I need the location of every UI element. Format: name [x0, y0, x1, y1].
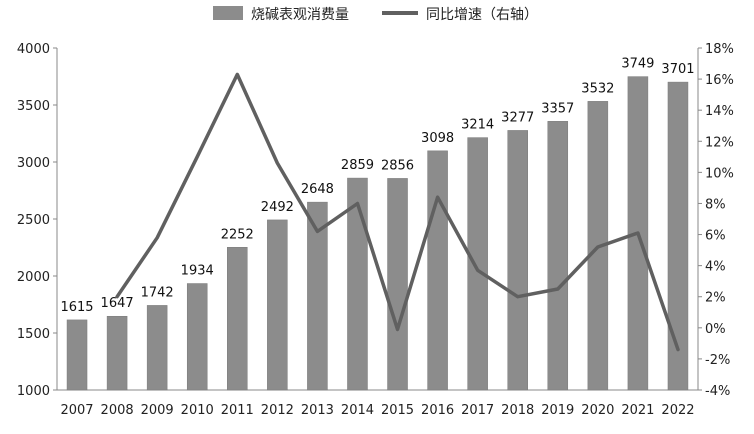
consumption-bar [547, 121, 569, 391]
consumption-bar [227, 247, 248, 391]
bar-value-label: 3277 [501, 110, 534, 125]
x-tick-label: 2010 [181, 403, 214, 418]
x-tick-label: 2017 [461, 403, 494, 418]
x-tick-label: 2014 [341, 403, 374, 418]
right-tick-label: 6% [705, 229, 726, 244]
left-tick-label: 3000 [17, 156, 50, 171]
x-tick-label: 2012 [261, 403, 294, 418]
legend-line-label: 同比增速（右轴） [426, 7, 538, 23]
bar-value-label: 2492 [261, 200, 294, 215]
bar-value-label: 3357 [541, 101, 574, 116]
right-tick-label: 10% [705, 166, 734, 181]
left-tick-label: 1000 [17, 384, 50, 399]
bar-value-label: 2859 [341, 158, 374, 173]
x-tick-label: 2015 [381, 403, 414, 418]
right-tick-label: 16% [705, 73, 734, 88]
growth-line-layer [115, 72, 680, 352]
legend-bar-swatch [213, 6, 243, 20]
right-tick-label: -2% [705, 353, 730, 368]
consumption-bar [347, 177, 368, 391]
consumption-bar [667, 81, 689, 391]
x-tick-label: 2019 [541, 403, 574, 418]
data-labels: 1615 1647 1742 1934 2252 2492 2648 2859 2856 3098… [60, 57, 694, 315]
bar-value-label: 3098 [421, 131, 454, 146]
consumption-bar [467, 137, 488, 391]
left-tick-label: 2000 [17, 270, 50, 285]
left-tick-label: 1500 [17, 327, 50, 342]
consumption-bar [66, 319, 88, 391]
x-tick-label: 2016 [421, 403, 454, 418]
x-tick-label: 2013 [301, 403, 334, 418]
left-tick-label: 3500 [17, 99, 50, 114]
consumption-bar [387, 178, 408, 391]
legend: 烧碱表观消费量 同比增速（右轴） [213, 6, 538, 23]
right-tick-label: 12% [705, 135, 734, 150]
consumption-bar [507, 130, 528, 391]
x-tick-label: 2022 [661, 403, 694, 418]
bar-value-label: 2252 [221, 227, 254, 242]
consumption-bar [427, 150, 448, 391]
x-tick-label: 2021 [621, 403, 654, 418]
left-tick-label: 2500 [17, 213, 50, 228]
consumption-bar [267, 219, 288, 391]
bar-value-label: 1647 [101, 296, 134, 311]
left-tick-label: 4000 [17, 42, 50, 57]
x-tick-label: 2020 [581, 403, 614, 418]
bar-value-label: 3749 [621, 57, 654, 72]
x-tick-label: 2011 [221, 403, 254, 418]
right-tick-label: 2% [705, 291, 726, 306]
bar-value-label: 2648 [301, 182, 334, 197]
growth-rate-line [115, 72, 680, 352]
legend-bar-label: 烧碱表观消费量 [251, 7, 349, 23]
right-tick-label: -4% [705, 384, 730, 399]
consumption-bar [307, 201, 328, 391]
right-tick-label: 4% [705, 260, 726, 275]
bar-value-label: 3532 [581, 81, 614, 96]
consumption-bar [146, 305, 168, 391]
bar-value-label: 1615 [60, 300, 93, 315]
consumption-bar [186, 283, 208, 391]
x-tick-label: 2018 [501, 403, 534, 418]
bar-value-label: 2856 [381, 158, 414, 173]
x-tick-label: 2007 [60, 403, 93, 418]
x-tick-label: 2008 [101, 403, 134, 418]
right-tick-label: 0% [705, 322, 726, 337]
bar-value-label: 3701 [661, 62, 694, 77]
bar-value-label: 1934 [181, 264, 214, 279]
consumption-bar [106, 315, 128, 391]
right-tick-label: 14% [705, 104, 734, 119]
bar-value-label: 1742 [141, 285, 174, 300]
right-tick-label: 18% [705, 42, 734, 57]
bar-value-label: 3214 [461, 118, 494, 133]
axes: 1000 1500 2000 2500 3000 3500 4000 -4% -2% 0% 2% 4%… [17, 42, 734, 418]
x-tick-label: 2009 [141, 403, 174, 418]
right-tick-label: 8% [705, 197, 726, 212]
